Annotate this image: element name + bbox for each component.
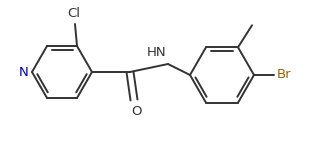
Text: N: N [19,66,29,78]
Text: O: O [131,105,141,118]
Text: HN: HN [146,46,166,59]
Text: Cl: Cl [68,7,81,20]
Text: Br: Br [277,69,292,81]
